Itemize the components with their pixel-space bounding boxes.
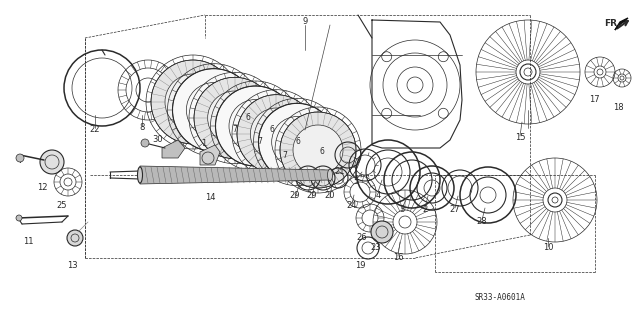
Text: 24: 24 — [347, 202, 357, 211]
Text: 7: 7 — [283, 151, 287, 160]
Text: 5: 5 — [353, 177, 358, 187]
Text: 18: 18 — [612, 103, 623, 113]
Circle shape — [141, 139, 149, 147]
Text: 19: 19 — [355, 261, 365, 270]
Circle shape — [16, 215, 22, 221]
Text: 3: 3 — [399, 205, 404, 214]
Ellipse shape — [138, 167, 143, 183]
Text: 7: 7 — [257, 137, 262, 146]
Text: 6: 6 — [319, 147, 324, 157]
Text: 26: 26 — [356, 234, 367, 242]
Ellipse shape — [328, 169, 333, 181]
Circle shape — [165, 74, 221, 130]
Polygon shape — [615, 18, 628, 30]
Polygon shape — [162, 140, 185, 158]
Text: 11: 11 — [23, 238, 33, 247]
Text: 6: 6 — [269, 125, 275, 135]
Circle shape — [16, 154, 24, 162]
Circle shape — [40, 150, 64, 174]
Text: SR33-A0601A: SR33-A0601A — [475, 293, 525, 302]
Circle shape — [194, 77, 275, 159]
Text: 29: 29 — [307, 191, 317, 201]
Circle shape — [237, 95, 316, 173]
Text: 7: 7 — [232, 125, 237, 135]
Circle shape — [151, 60, 235, 144]
Text: 28: 28 — [477, 218, 487, 226]
Text: 6: 6 — [246, 114, 250, 122]
Text: 4: 4 — [376, 190, 381, 199]
Text: 25: 25 — [57, 202, 67, 211]
Text: 21: 21 — [335, 167, 345, 176]
Text: 30: 30 — [153, 136, 163, 145]
Text: 17: 17 — [589, 95, 599, 105]
Text: 2: 2 — [422, 205, 428, 214]
Circle shape — [173, 69, 255, 151]
Text: 16: 16 — [393, 254, 403, 263]
Text: 23: 23 — [371, 243, 381, 253]
Text: 8: 8 — [140, 123, 145, 132]
Text: 10: 10 — [543, 243, 553, 253]
Polygon shape — [200, 145, 220, 165]
Text: 22: 22 — [90, 125, 100, 135]
Text: 9: 9 — [302, 18, 308, 26]
Text: FR.: FR. — [604, 19, 621, 28]
Text: 20: 20 — [324, 191, 335, 201]
Text: 12: 12 — [36, 183, 47, 192]
Circle shape — [207, 91, 262, 145]
Circle shape — [293, 125, 343, 175]
Circle shape — [250, 108, 302, 160]
Text: 29: 29 — [290, 191, 300, 201]
Text: 15: 15 — [515, 133, 525, 143]
Circle shape — [259, 103, 336, 181]
Text: 1: 1 — [202, 138, 207, 147]
Circle shape — [216, 86, 296, 166]
Circle shape — [371, 221, 393, 243]
Text: 14: 14 — [205, 194, 215, 203]
Circle shape — [280, 112, 356, 188]
Circle shape — [67, 230, 83, 246]
Text: 13: 13 — [67, 261, 77, 270]
Text: 6: 6 — [296, 137, 300, 146]
Text: 27: 27 — [450, 205, 460, 214]
Polygon shape — [140, 166, 330, 184]
